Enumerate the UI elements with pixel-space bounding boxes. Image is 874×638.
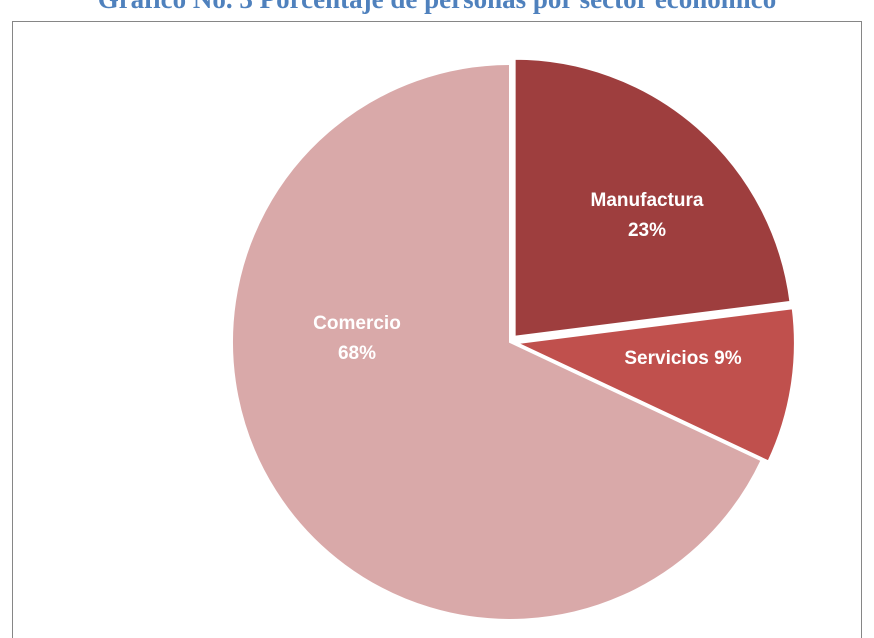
slice-label-servicios: Servicios 9% [624,348,741,369]
pie-slice-servicios [513,307,796,463]
slice-label-line: 68% [338,343,376,364]
pie-slice-comercio [231,62,763,621]
slice-label-comercio: Comercio 68% [313,313,401,364]
slice-label-line: Servicios 9% [624,348,741,369]
slice-label-line: 23% [628,220,666,241]
pie-slice-manufactura [513,57,792,338]
chart-title: Gráfico No. 3 Porcentaje de personas por… [0,0,874,15]
slice-label-line: Manufactura [591,190,704,211]
slice-label-line: Comercio [313,313,401,334]
slice-label-manufactura: Manufactura 23% [591,190,704,241]
